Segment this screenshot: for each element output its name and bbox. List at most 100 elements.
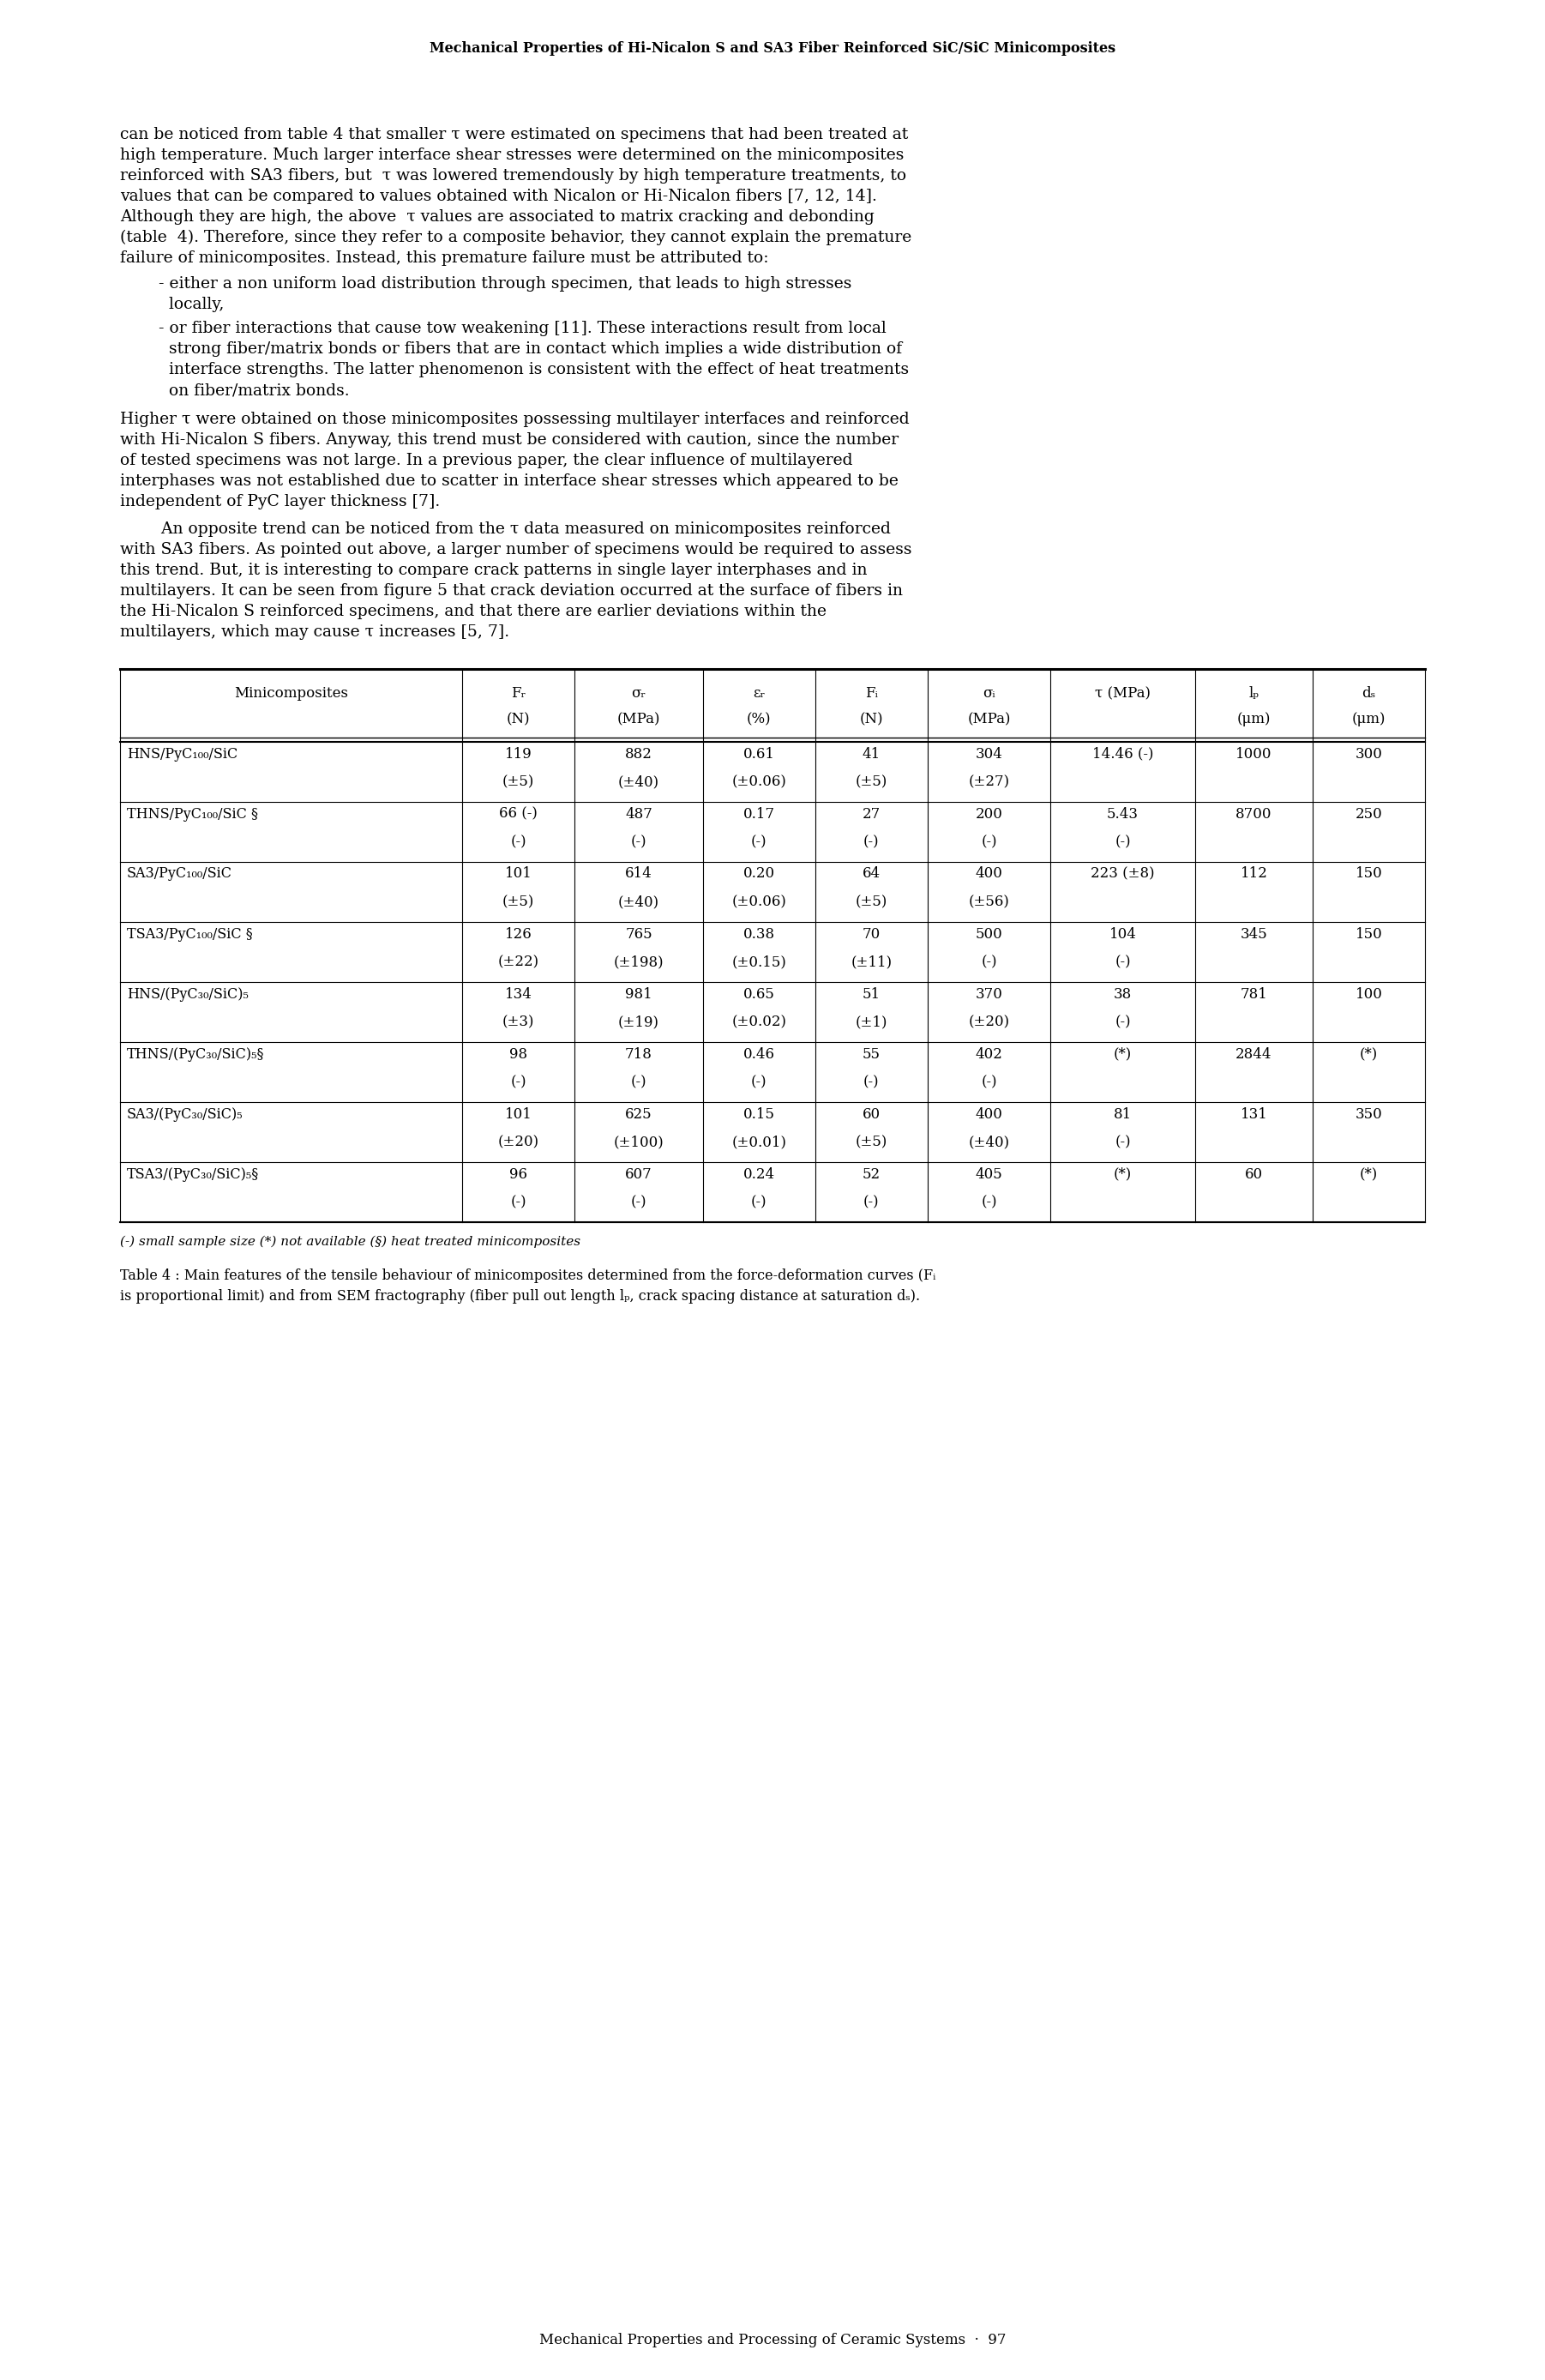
Text: 126: 126 xyxy=(505,926,531,940)
Text: 625: 625 xyxy=(626,1107,652,1121)
Text: (-): (-) xyxy=(510,835,527,850)
Text: (-): (-) xyxy=(751,1195,768,1209)
Text: (±5): (±5) xyxy=(856,1135,887,1150)
Text: Table 4 : Main features of the tensile behaviour of minicomposites determined fr: Table 4 : Main features of the tensile b… xyxy=(121,1269,936,1283)
Text: 765: 765 xyxy=(626,926,652,940)
Text: (*): (*) xyxy=(1360,1166,1378,1180)
Text: 0.24: 0.24 xyxy=(743,1166,776,1180)
Text: 66 (-): 66 (-) xyxy=(499,807,538,821)
Text: 370: 370 xyxy=(975,988,1003,1002)
Text: 41: 41 xyxy=(862,747,881,762)
Text: TSA3/PyC₁₀₀/SiC §: TSA3/PyC₁₀₀/SiC § xyxy=(127,926,253,940)
Text: (-) small sample size (*) not available (§) heat treated minicomposites: (-) small sample size (*) not available … xyxy=(121,1235,581,1247)
Text: - or fiber interactions that cause tow weakening [11]. These interactions result: - or fiber interactions that cause tow w… xyxy=(159,321,887,336)
Text: 98: 98 xyxy=(510,1047,527,1061)
Text: high temperature. Much larger interface shear stresses were determined on the mi: high temperature. Much larger interface … xyxy=(121,148,904,162)
Text: (MPa): (MPa) xyxy=(967,712,1010,726)
Text: dₛ: dₛ xyxy=(1361,685,1375,700)
Text: 27: 27 xyxy=(862,807,881,821)
Text: 64: 64 xyxy=(862,866,881,881)
Text: (-): (-) xyxy=(981,954,997,969)
Text: 0.46: 0.46 xyxy=(743,1047,776,1061)
Text: 70: 70 xyxy=(862,926,881,940)
Text: 200: 200 xyxy=(975,807,1003,821)
Text: (*): (*) xyxy=(1114,1166,1132,1180)
Text: THNS/PyC₁₀₀/SiC §: THNS/PyC₁₀₀/SiC § xyxy=(127,807,258,821)
Text: - either a non uniform load distribution through specimen, that leads to high st: - either a non uniform load distribution… xyxy=(159,276,851,293)
Text: (-): (-) xyxy=(981,1076,997,1090)
Text: 0.17: 0.17 xyxy=(743,807,776,821)
Text: 5.43: 5.43 xyxy=(1106,807,1139,821)
Text: HNS/PyC₁₀₀/SiC: HNS/PyC₁₀₀/SiC xyxy=(127,747,238,762)
Text: (-): (-) xyxy=(864,1195,879,1209)
Text: (±0.01): (±0.01) xyxy=(732,1135,786,1150)
Text: 402: 402 xyxy=(975,1047,1003,1061)
Text: 150: 150 xyxy=(1355,866,1383,881)
Text: 607: 607 xyxy=(626,1166,652,1180)
Text: (±5): (±5) xyxy=(856,776,887,790)
Text: multilayers, which may cause τ increases [5, 7].: multilayers, which may cause τ increases… xyxy=(121,624,510,640)
Text: (±40): (±40) xyxy=(969,1135,1010,1150)
Text: (μm): (μm) xyxy=(1238,712,1270,726)
Text: 150: 150 xyxy=(1355,926,1383,940)
Text: failure of minicomposites. Instead, this premature failure must be attributed to: failure of minicomposites. Instead, this… xyxy=(121,250,769,267)
Text: (-): (-) xyxy=(630,1195,647,1209)
Text: TSA3/(PyC₃₀/SiC)₅§: TSA3/(PyC₃₀/SiC)₅§ xyxy=(127,1166,260,1180)
Text: 400: 400 xyxy=(975,866,1003,881)
Text: 38: 38 xyxy=(1114,988,1132,1002)
Text: (±0.15): (±0.15) xyxy=(732,954,786,969)
Text: (*): (*) xyxy=(1360,1047,1378,1061)
Text: Higher τ were obtained on those minicomposites possessing multilayer interfaces : Higher τ were obtained on those minicomp… xyxy=(121,412,910,426)
Text: 60: 60 xyxy=(862,1107,881,1121)
Text: (±0.06): (±0.06) xyxy=(732,895,786,909)
Text: (-): (-) xyxy=(751,835,768,850)
Text: 500: 500 xyxy=(975,926,1003,940)
Text: 112: 112 xyxy=(1241,866,1267,881)
Text: (-): (-) xyxy=(1115,1016,1131,1031)
Text: (±20): (±20) xyxy=(969,1016,1010,1031)
Text: on fiber/matrix bonds.: on fiber/matrix bonds. xyxy=(159,383,349,397)
Text: Mechanical Properties and Processing of Ceramic Systems  ·  97: Mechanical Properties and Processing of … xyxy=(539,2332,1006,2347)
Text: 405: 405 xyxy=(975,1166,1003,1180)
Text: (±5): (±5) xyxy=(502,895,535,909)
Text: 101: 101 xyxy=(505,1107,531,1121)
Text: 781: 781 xyxy=(1241,988,1267,1002)
Text: Minicomposites: Minicomposites xyxy=(235,685,348,700)
Text: (-): (-) xyxy=(981,835,997,850)
Text: (±27): (±27) xyxy=(969,776,1010,790)
Text: 131: 131 xyxy=(1241,1107,1267,1121)
Text: (±0.02): (±0.02) xyxy=(732,1016,786,1031)
Text: (-): (-) xyxy=(1115,835,1131,850)
Text: interface strengths. The latter phenomenon is consistent with the effect of heat: interface strengths. The latter phenomen… xyxy=(159,362,908,378)
Text: 614: 614 xyxy=(626,866,652,881)
Text: (±1): (±1) xyxy=(856,1016,887,1031)
Text: (-): (-) xyxy=(630,835,647,850)
Text: 0.61: 0.61 xyxy=(743,747,776,762)
Text: reinforced with SA3 fibers, but  τ was lowered tremendously by high temperature : reinforced with SA3 fibers, but τ was lo… xyxy=(121,169,907,183)
Text: Fᵢ: Fᵢ xyxy=(865,685,878,700)
Text: (±198): (±198) xyxy=(613,954,664,969)
Text: 100: 100 xyxy=(1355,988,1383,1002)
Text: (±0.06): (±0.06) xyxy=(732,776,786,790)
Text: 0.38: 0.38 xyxy=(743,926,776,940)
Text: 55: 55 xyxy=(862,1047,881,1061)
Text: 350: 350 xyxy=(1355,1107,1383,1121)
Text: (*): (*) xyxy=(1114,1047,1132,1061)
Text: 0.20: 0.20 xyxy=(743,866,776,881)
Text: 51: 51 xyxy=(862,988,881,1002)
Text: 718: 718 xyxy=(626,1047,652,1061)
Text: σᵣ: σᵣ xyxy=(632,685,646,700)
Text: 96: 96 xyxy=(510,1166,527,1180)
Text: this trend. But, it is interesting to compare crack patterns in single layer int: this trend. But, it is interesting to co… xyxy=(121,562,867,578)
Text: (±100): (±100) xyxy=(613,1135,664,1150)
Text: 300: 300 xyxy=(1355,747,1383,762)
Text: 119: 119 xyxy=(505,747,531,762)
Text: (-): (-) xyxy=(981,1195,997,1209)
Text: (±5): (±5) xyxy=(856,895,887,909)
Text: multilayers. It can be seen from figure 5 that crack deviation occurred at the s: multilayers. It can be seen from figure … xyxy=(121,583,902,600)
Text: strong fiber/matrix bonds or fibers that are in contact which implies a wide dis: strong fiber/matrix bonds or fibers that… xyxy=(159,340,902,357)
Text: 104: 104 xyxy=(1109,926,1137,940)
Text: (-): (-) xyxy=(864,835,879,850)
Text: (MPa): (MPa) xyxy=(616,712,660,726)
Text: 882: 882 xyxy=(626,747,652,762)
